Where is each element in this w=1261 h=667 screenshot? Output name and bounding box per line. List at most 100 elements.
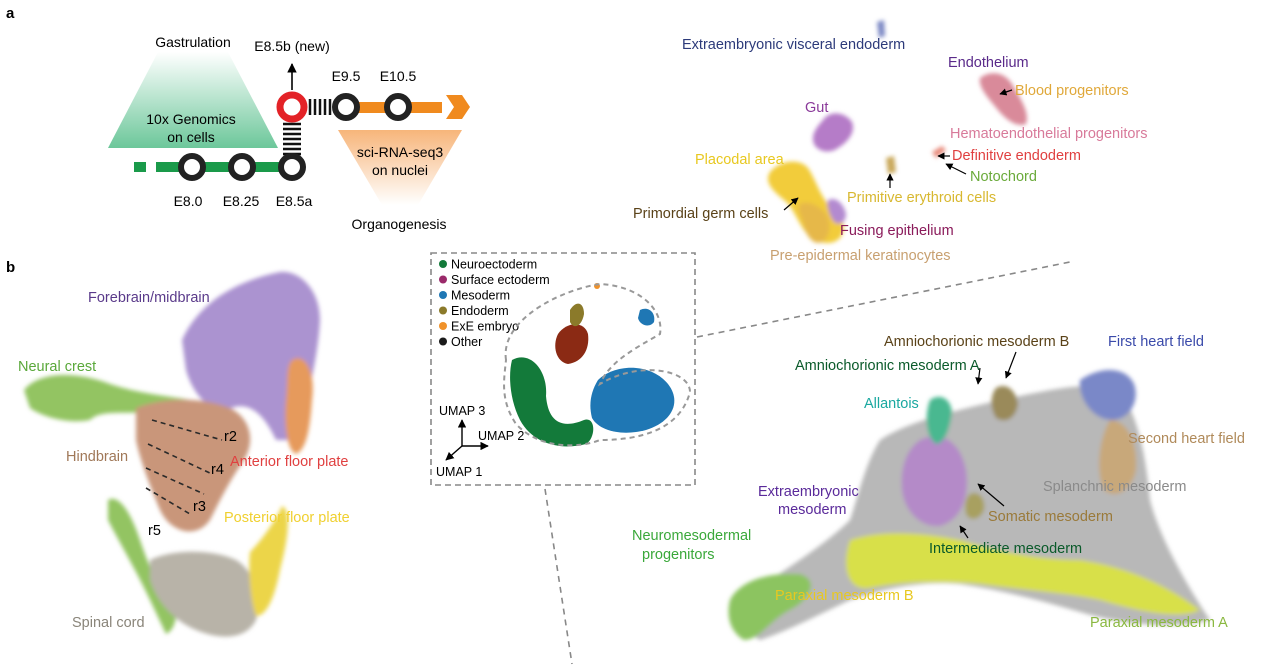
sci-label-line2: on nuclei <box>372 162 428 178</box>
mesoderm-umap: Amniochorionic mesoderm B First heart fi… <box>632 334 1245 640</box>
legend-swatch <box>439 337 447 346</box>
e85b-label: E8.5b (new) <box>254 38 329 54</box>
top-umap: Extraembryonic visceral endoderm Endothe… <box>633 20 1148 264</box>
tenx-label-line2: on cells <box>167 129 214 145</box>
label-forebrain-midbrain: Forebrain/midbrain <box>88 290 210 306</box>
cluster-allantois <box>926 396 952 444</box>
legend-swatch <box>439 260 447 268</box>
label-splanchnic: Splanchnic mesoderm <box>1043 479 1186 495</box>
label-extraembryonic-line2: mesoderm <box>778 502 847 518</box>
legend-swatch <box>439 291 447 299</box>
cluster-definitive-endoderm <box>932 146 946 158</box>
e80-label: E8.0 <box>174 193 203 209</box>
label-extraembryonic-line1: Extraembryonic <box>758 484 859 500</box>
legend-swatch <box>439 275 447 284</box>
neuro-umap: Forebrain/midbrain Neural crest r2 Hindb… <box>18 271 350 637</box>
e85a-label: E8.5a <box>276 193 313 209</box>
label-somatic: Somatic mesoderm <box>988 509 1113 525</box>
cluster-second-heart-field <box>1099 420 1137 494</box>
inset-frame <box>430 252 696 486</box>
gastrulation-label: Gastrulation <box>155 34 230 50</box>
cluster-extraembryonic-meso <box>901 436 967 527</box>
umap-axes <box>445 419 489 461</box>
cluster-primitive-erythroid <box>886 156 896 174</box>
cluster-paraxial <box>846 533 1200 615</box>
label-gut: Gut <box>805 100 828 116</box>
label-extraembryonic-visceral-endoderm: Extraembryonic visceral endoderm <box>682 37 905 53</box>
label-neuromesodermal-line2: progenitors <box>642 547 715 563</box>
label-primordial-germ: Primordial germ cells <box>633 206 768 222</box>
cluster-somatic <box>965 492 985 519</box>
arrow-intermediate <box>959 525 969 539</box>
arrow-blood-progenitors <box>999 88 1013 96</box>
label-amniochorionic-b: Amniochorionic mesoderm B <box>884 334 1069 350</box>
label-r2: r2 <box>224 429 237 445</box>
legend-item-label: Endoderm <box>451 304 509 318</box>
label-spinal-cord: Spinal cord <box>72 615 145 631</box>
label-posterior-floor-plate: Posterior floor plate <box>224 510 350 526</box>
cluster-posterior-floor-plate <box>249 506 288 616</box>
legend-swatch <box>439 306 447 315</box>
cluster-gut <box>812 113 854 152</box>
cluster-blood-progenitors <box>979 73 1027 126</box>
label-definitive-endoderm: Definitive endoderm <box>952 148 1081 164</box>
e105-label: E10.5 <box>380 68 417 84</box>
inset-connector-bottom <box>544 488 573 665</box>
label-blood-progenitors: Blood progenitors <box>1015 83 1129 99</box>
label-paraxial-b: Paraxial mesoderm B <box>775 588 914 604</box>
cluster-spinal-cord <box>150 551 259 637</box>
timeline-diagram: Gastrulation 10x Genomics on cells E8.5b… <box>108 34 470 232</box>
legend-item-label: Other <box>451 335 482 349</box>
cluster-first-heart-field <box>1079 369 1136 420</box>
label-allantois: Allantois <box>864 396 919 412</box>
timepoint-dot-e95 <box>332 93 360 121</box>
gastrulation-cone <box>108 52 278 148</box>
e825-label: E8.25 <box>223 193 260 209</box>
label-notochord: Notochord <box>970 169 1037 185</box>
label-neuromesodermal-line1: Neuromesodermal <box>632 528 751 544</box>
timeline-orange-dash <box>428 102 442 113</box>
cluster-posterior-neural <box>108 498 176 634</box>
inset-cluster-mesoderm-small <box>638 308 655 326</box>
inset-cluster-endoderm <box>570 303 584 327</box>
timeline-vertical-hatch <box>283 122 301 156</box>
arrow-primordial-germ <box>783 197 799 211</box>
label-r4: r4 <box>211 462 224 478</box>
axis-umap3: UMAP 3 <box>439 404 485 418</box>
label-primitive-erythroid: Primitive erythroid cells <box>847 190 996 206</box>
label-anterior-floor-plate: Anterior floor plate <box>230 454 348 470</box>
label-placodal-area: Placodal area <box>695 152 785 168</box>
label-endothelium: Endothelium <box>948 55 1029 71</box>
inset-cluster-surface <box>555 324 589 364</box>
sci-label-line1: sci-RNA-seq3 <box>357 144 444 160</box>
legend-swatch <box>439 322 447 330</box>
timeline-green-dash <box>134 162 146 172</box>
timepoint-dot-e825 <box>228 153 256 181</box>
organogenesis-cone <box>338 130 462 205</box>
panel-label-a: a <box>6 5 15 22</box>
cluster-pre-epidermal <box>798 202 830 243</box>
label-first-heart-field: First heart field <box>1108 334 1204 350</box>
label-neural-crest: Neural crest <box>18 359 96 375</box>
legend-item-label: Surface ectoderm <box>451 273 550 287</box>
arrow-amniochorionic-b <box>1004 351 1017 379</box>
timepoint-dot-e80 <box>178 153 206 181</box>
timeline-green-bar <box>156 162 292 172</box>
inset-cluster-neuroectoderm <box>510 357 594 447</box>
label-amniochorionic-a: Amniochorionic mesoderm A <box>795 358 980 374</box>
label-paraxial-a: Paraxial mesoderm A <box>1090 615 1228 631</box>
inset-outline <box>503 282 692 447</box>
cluster-fusing-epithelium <box>827 198 846 224</box>
label-r5: r5 <box>148 523 161 539</box>
label-intermediate: Intermediate mesoderm <box>929 541 1082 557</box>
cluster-forebrain-midbrain <box>182 271 320 440</box>
arrow-amniochorionic-a <box>975 367 983 385</box>
timepoint-dot-e105 <box>384 93 412 121</box>
rhombomere-boundaries <box>145 419 223 515</box>
arrow-somatic <box>977 483 1005 507</box>
label-hindbrain: Hindbrain <box>66 449 128 465</box>
legend-item-label: ExE embryo <box>451 320 519 334</box>
label-fusing-epithelium: Fusing epithelium <box>840 223 954 239</box>
